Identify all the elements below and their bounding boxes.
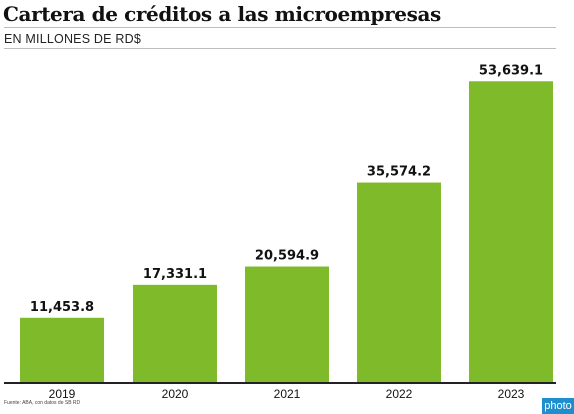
bar-2020 [133, 284, 217, 382]
subtitle-divider [4, 48, 556, 49]
source-note: Fuente: ABA, con datos de SB RD [4, 400, 81, 406]
x-tick-label-2019: 2019 [49, 387, 76, 401]
bar-2022 [357, 182, 441, 382]
x-tick-label-2023: 2023 [498, 387, 525, 401]
data-label-2019: 11,453.8 [30, 300, 94, 315]
x-tick-label-2021: 2021 [274, 387, 301, 401]
photo-watermark: photo [542, 398, 574, 414]
x-tick-label-2022: 2022 [386, 387, 413, 401]
title-divider [4, 27, 556, 28]
data-label-2022: 35,574.2 [367, 165, 431, 180]
bar-2023 [469, 81, 553, 382]
bar-2019 [20, 317, 104, 382]
bar-2021 [245, 266, 329, 382]
chart-subtitle: EN MILLONES DE RD$ [4, 32, 141, 46]
chart-title: Cartera de créditos a las microempresas [3, 2, 441, 26]
x-tick-label-2020: 2020 [162, 387, 189, 401]
data-label-2020: 17,331.1 [143, 267, 207, 282]
data-label-2021: 20,594.9 [255, 249, 319, 264]
data-label-2023: 53,639.1 [479, 63, 543, 78]
